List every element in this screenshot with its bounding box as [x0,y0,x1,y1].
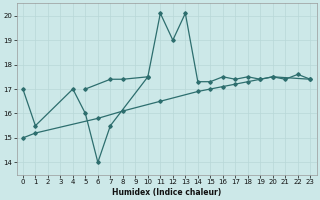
X-axis label: Humidex (Indice chaleur): Humidex (Indice chaleur) [112,188,221,197]
